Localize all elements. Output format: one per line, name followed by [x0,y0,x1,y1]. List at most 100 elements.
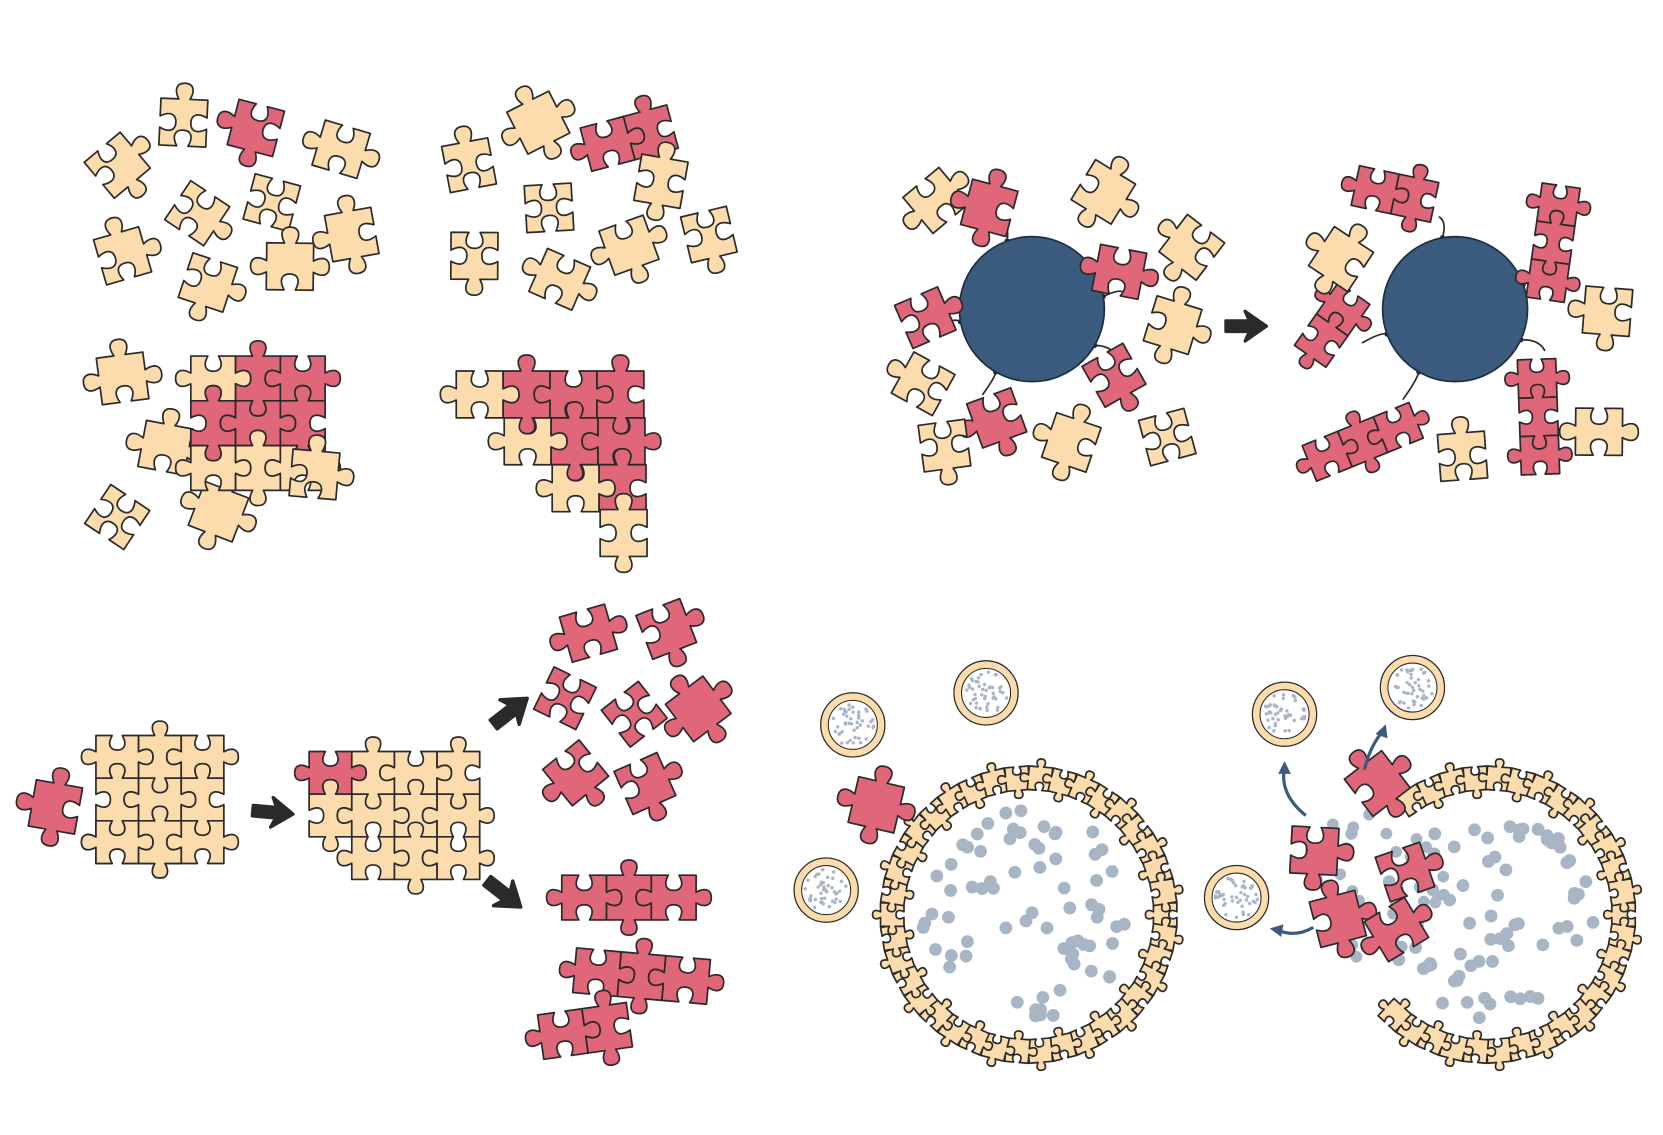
puzzle-piece [1137,407,1197,467]
piece-grid [1295,401,1430,483]
solute-dot [985,705,989,709]
membrane-panel [793,654,1643,1072]
puzzle-piece [421,835,496,881]
solute-dot [832,870,836,874]
solute-dot [819,891,823,895]
solute-dot [1504,990,1518,1004]
solute-dot [1213,896,1218,900]
solute-dot [965,688,969,692]
solute-dot [979,672,983,677]
solute-dot [925,907,939,921]
solute-dot [866,724,871,728]
solute-dot [847,703,851,707]
solute-dot [970,678,975,683]
solute-dot [968,701,973,706]
solute-dot [1402,701,1406,705]
solute-dot [1567,891,1581,905]
solute-dot [1450,973,1464,987]
solute-dot [1240,904,1244,908]
solute-dot [1500,927,1514,941]
solute-dot [1486,955,1499,968]
solute-dot [1117,917,1131,931]
solute-dot [1266,718,1270,722]
solute-dot [1437,888,1450,901]
piece-grid [336,821,496,895]
solute-dot [995,708,1000,712]
solute-dot [1234,915,1239,919]
solute-dot [976,676,981,680]
solute-dot [857,713,861,718]
solute-dot [1234,883,1238,888]
solute-dot [1037,820,1051,834]
solute-dot [974,844,987,858]
solute-dot [823,896,827,900]
puzzle-piece [177,251,247,322]
solute-dot [1460,995,1474,1009]
solute-dot [994,697,998,701]
solute-dot [1276,711,1280,715]
solute-dot [1481,831,1494,845]
solute-dot [1085,898,1099,912]
puzzle-piece [635,874,713,921]
piece-grid [1340,163,1440,233]
solute-dot [1464,959,1478,973]
solute-dot [1579,875,1593,888]
solute-dot [833,900,837,905]
solute-dot [1430,692,1434,696]
solute-dot [1263,704,1268,708]
puzzle-piece [893,286,964,350]
puzzle-piece [1506,434,1573,476]
puzzle-piece [92,216,162,286]
tether [1438,215,1445,238]
solute-dot [918,916,932,930]
solute-dot [1230,895,1234,899]
solute-dot [967,685,972,690]
puzzle-piece [1070,155,1140,228]
solute-dot [803,887,807,891]
piece-grid [1514,182,1592,304]
puzzle-piece [1366,401,1430,454]
solute-dot [1412,688,1416,693]
solute-dot [986,702,990,706]
puzzle-piece [1389,163,1440,233]
puzzle-piece [158,82,209,148]
solute-dot [826,883,830,888]
solute-dot [1560,920,1574,933]
solute-dot [988,685,992,689]
arrow [250,795,295,829]
solute-dot [864,737,868,741]
puzzle-piece [549,603,628,664]
solute-dot [1014,804,1028,818]
solute-dot [1251,899,1256,904]
solute-dot [942,910,955,924]
puzzle-piece [163,179,233,247]
puzzle-piece [541,738,610,807]
piece-grid [1293,281,1372,370]
puzzle-piece [1436,416,1489,483]
puzzle-piece [1293,311,1349,370]
solute-dot [839,879,844,884]
solute-dot [1429,896,1442,909]
solute-dot [1273,712,1278,717]
flow-arrow-head [1278,761,1291,774]
solute-dot [1302,707,1306,711]
solute-dot [864,707,868,711]
solute-dot [1242,879,1246,884]
puzzle-piece [302,119,381,180]
solute-dot [974,701,979,705]
solute-dot [1410,685,1415,689]
arrow [482,874,523,909]
solute-dot [1283,729,1287,733]
solute-dot [843,709,847,713]
solute-dot [1228,877,1233,881]
solute-dot [819,900,824,905]
solute-dot [857,736,861,741]
solute-dot [990,685,995,690]
solute-dot [1412,700,1417,704]
solute-dot [1003,832,1017,846]
solute-dot [855,725,859,730]
solute-dot [1345,828,1357,840]
puzzle-piece [1558,407,1640,457]
solute-dot [1409,676,1413,680]
arrow [1224,309,1269,343]
